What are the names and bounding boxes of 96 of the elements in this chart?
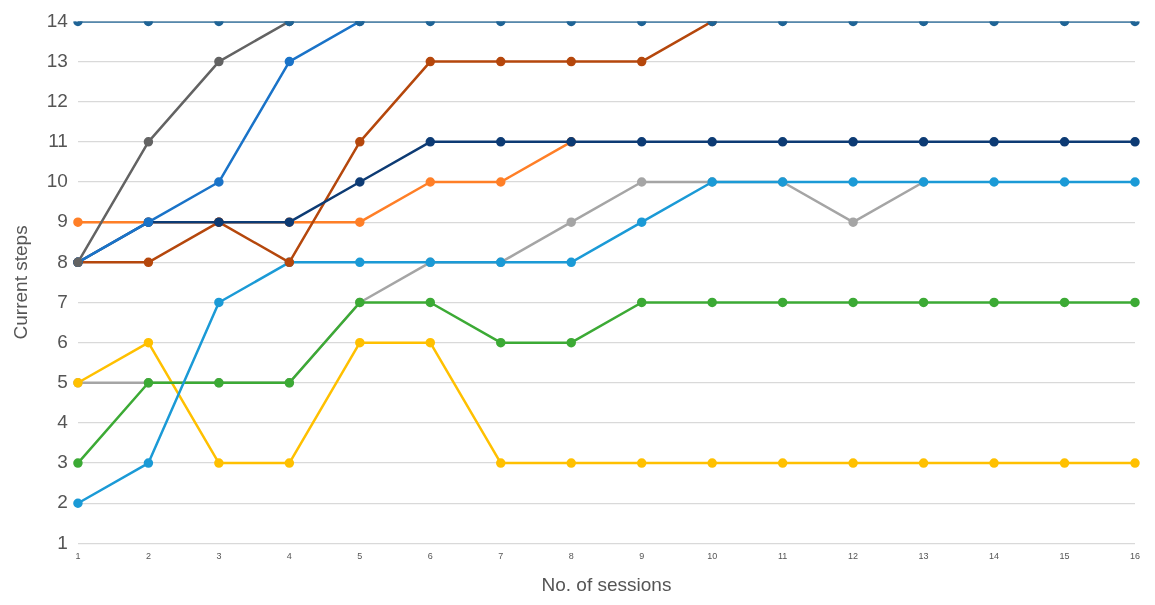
y-tick-label: 3 [57,451,68,473]
point [214,177,224,187]
point [143,257,154,268]
point [425,337,436,348]
point [848,177,858,187]
point [636,297,647,308]
x-tick-label: 12 [848,551,859,562]
point [1130,177,1140,187]
point [355,217,365,227]
x-tick-label: 1 [75,551,81,562]
point [143,337,154,348]
point [214,458,224,468]
y-tick-label: 7 [57,290,68,312]
x-tick-label: 4 [286,551,292,562]
point [566,458,576,468]
point [1059,137,1070,147]
point [496,177,506,187]
point [425,56,436,67]
y-tick-label: 12 [46,89,68,111]
point [1130,458,1140,468]
point [566,337,576,348]
y-tick-label: 9 [57,210,68,232]
point [143,458,154,468]
point [918,297,929,308]
point [777,297,788,308]
point [496,137,506,147]
point [1059,458,1070,468]
point [848,458,858,468]
x-tick-label: 3 [216,551,222,562]
x-tick-label: 7 [498,551,504,562]
x-tick-label: 8 [568,551,574,562]
y-tick-label: 5 [57,371,68,393]
y-axis-title: Current steps [9,225,31,340]
x-tick-label: 11 [777,551,788,562]
point [1130,137,1140,147]
x-tick-label: 5 [357,551,363,562]
y-tick-label: 2 [57,491,68,513]
point [848,297,858,308]
point [73,498,83,508]
y-tick-label: 8 [57,250,68,272]
y-tick-label: 11 [48,130,68,152]
point [73,217,83,227]
point [989,137,999,147]
point [496,458,506,468]
point [566,56,576,67]
point [636,217,647,227]
point [777,458,788,468]
x-tick-label: 10 [707,551,718,562]
point [284,56,295,67]
y-tick-label: 6 [57,330,68,352]
point [214,297,224,308]
x-tick-label: 14 [989,551,1000,562]
point [425,137,436,147]
point [918,458,929,468]
point [425,297,436,308]
point [777,137,788,147]
x-axis-title: No. of sessions [541,573,672,595]
point [989,297,999,308]
point [1059,297,1070,308]
y-tick-label: 14 [46,9,69,31]
x-tick-label: 9 [639,551,645,562]
point [989,177,999,187]
point [214,56,224,67]
point [1130,297,1140,308]
point [355,257,365,268]
point [355,337,365,348]
point [707,458,717,468]
y-tick-label: 4 [57,411,69,433]
point [1059,177,1070,187]
x-tick-label: 6 [427,551,433,562]
x-tick-label: 2 [145,551,151,562]
point [496,56,506,67]
point [355,177,365,187]
point [143,137,154,147]
point [566,257,576,268]
point [636,177,647,187]
y-tick-label: 13 [46,49,68,71]
point [425,177,436,187]
x-tick-label: 13 [918,551,929,562]
point [566,217,576,227]
point [73,458,83,468]
point [707,137,717,147]
point [355,137,365,147]
point [918,137,929,147]
point [284,458,295,468]
point [848,137,858,147]
x-tick-label: 15 [1059,551,1070,562]
point [636,56,647,67]
point [989,458,999,468]
x-tick-label: 16 [1129,551,1141,562]
y-tick-label: 10 [46,170,68,192]
point [496,337,506,348]
point [636,137,647,147]
point [707,297,717,308]
point [636,458,647,468]
point [848,217,858,227]
